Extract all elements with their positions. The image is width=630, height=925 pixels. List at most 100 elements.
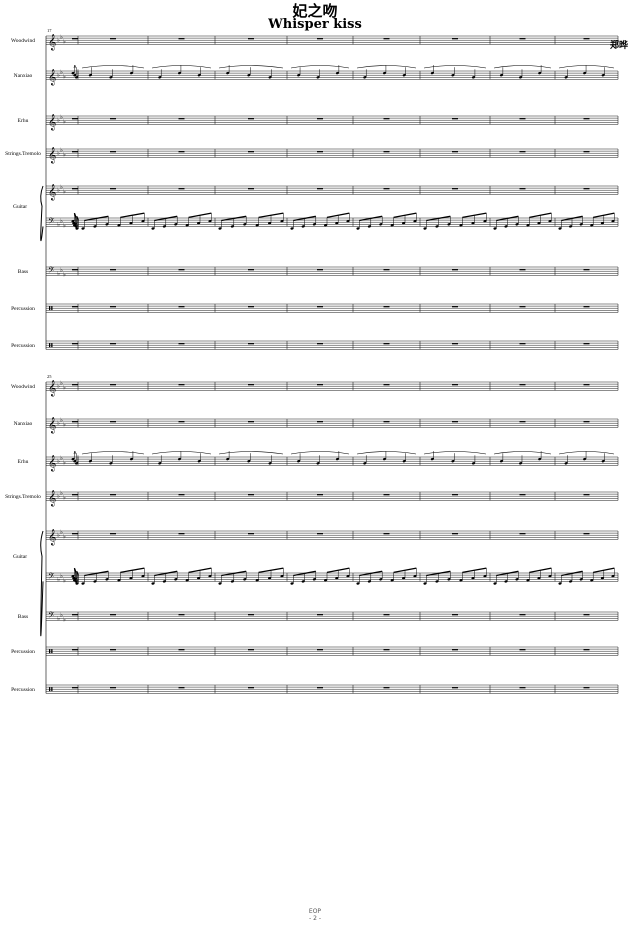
whole-rest [452, 614, 458, 616]
guitar-arpeggio-note [185, 579, 189, 582]
key-signature-flat: ♭ [60, 69, 63, 76]
whole-rest [110, 38, 116, 40]
whole-rest [383, 614, 390, 616]
whole-rest [317, 118, 323, 120]
note-beam [529, 212, 552, 218]
guitar-arpeggio-note [548, 574, 552, 578]
whole-rest [317, 649, 323, 651]
treble-clef: 𝄞 [48, 417, 56, 433]
whole-rest [583, 306, 590, 308]
note-beam [561, 215, 583, 222]
key-signature-flat: ♭ [57, 383, 60, 390]
key-signature-flat: ♭ [63, 38, 66, 45]
guitar-arpeggio-note [312, 578, 316, 581]
phrase-slur [151, 451, 212, 455]
note-beam [258, 212, 284, 218]
whole-rest [248, 306, 254, 308]
key-signature-flat: ♭ [63, 118, 66, 125]
whole-rest [383, 343, 390, 345]
melody-note [247, 459, 251, 463]
bass-clef: 𝄢 [48, 611, 55, 622]
guitar-arpeggio-note [590, 579, 594, 582]
whole-rest [110, 343, 116, 345]
melody-note [430, 457, 434, 461]
key-signature-flat: ♭ [60, 455, 63, 462]
guitar-arpeggio-note [243, 223, 247, 226]
whole-rest [248, 38, 254, 40]
guitar-arpeggio-note [493, 227, 497, 230]
note-beam [496, 570, 519, 577]
guitar-arpeggio-note [346, 219, 350, 223]
whole-rest [583, 38, 590, 40]
instrument-label: Woodwind [11, 38, 35, 44]
whole-rest [110, 533, 116, 535]
key-signature-flat: ♭ [57, 270, 60, 277]
guitar-arpeggio-note [151, 227, 155, 230]
instrument-label: Percussion [11, 343, 35, 349]
whole-rest [317, 306, 323, 308]
guitar-arpeggio-note [493, 582, 497, 585]
measure-number: 17 [47, 28, 52, 33]
whole-rest [72, 494, 78, 496]
instrument-label: Bass [18, 614, 28, 620]
key-signature-flat: ♭ [60, 147, 63, 154]
key-signature-flat: ♭ [60, 612, 63, 619]
note-beam [221, 570, 247, 577]
whole-rest [248, 649, 254, 651]
whole-rest [110, 494, 116, 496]
guitar-arpeggio-note [324, 224, 328, 227]
guitar-arpeggio-note [367, 225, 371, 228]
whole-rest [110, 188, 116, 190]
composer-name: 郑晔 [609, 41, 628, 51]
melody-note [564, 462, 568, 465]
whole-rest [248, 421, 254, 423]
key-signature-flat: ♭ [63, 459, 66, 466]
whole-rest [519, 188, 526, 190]
whole-rest [178, 188, 185, 190]
instrument-label: Guitar [13, 204, 27, 210]
melody-note [583, 457, 587, 461]
guitar-arpeggio-note [447, 223, 451, 226]
whole-rest [317, 188, 323, 190]
melody-note [316, 462, 320, 465]
whole-rest [178, 614, 185, 616]
whole-rest [383, 118, 390, 120]
guitar-arpeggio-note [71, 219, 75, 223]
whole-rest [110, 614, 116, 616]
whole-rest [452, 306, 458, 308]
melody-note [402, 73, 406, 77]
guitar-arpeggio-note [579, 223, 583, 226]
guitar-arpeggio-note [600, 222, 604, 225]
melody-note [451, 73, 455, 77]
whole-rest [72, 649, 78, 651]
whole-rest [110, 306, 116, 308]
phrase-slur [218, 65, 284, 69]
whole-rest [110, 151, 116, 153]
note-beam [84, 570, 109, 577]
whole-rest [452, 421, 458, 423]
whole-rest [317, 343, 323, 345]
whole-rest [452, 533, 458, 535]
whole-rest [519, 343, 526, 345]
whole-rest [178, 533, 185, 535]
percussion-clef-bar2 [51, 306, 53, 311]
melody-note [316, 76, 320, 79]
key-signature-flat: ♭ [63, 73, 66, 80]
whole-rest [583, 421, 590, 423]
guitar-arpeggio-note [75, 582, 79, 585]
note-beam [293, 570, 316, 577]
key-signature-flat: ♭ [60, 490, 63, 497]
treble-clef: 𝄞 [48, 490, 56, 506]
guitar-arpeggio-note [402, 577, 406, 580]
phrase-slur [73, 65, 77, 69]
guitar-arpeggio-note [141, 574, 145, 578]
whole-rest [72, 421, 78, 423]
guitar-arpeggio-note [471, 222, 475, 225]
whole-rest [383, 421, 390, 423]
treble-clef: 𝄞 [48, 455, 56, 471]
guitar-arpeggio-note [174, 223, 178, 226]
guitar-arpeggio-note [162, 225, 166, 228]
whole-rest [383, 533, 390, 535]
guitar-arpeggio-note [459, 224, 463, 227]
guitar-arpeggio-note [73, 224, 77, 227]
